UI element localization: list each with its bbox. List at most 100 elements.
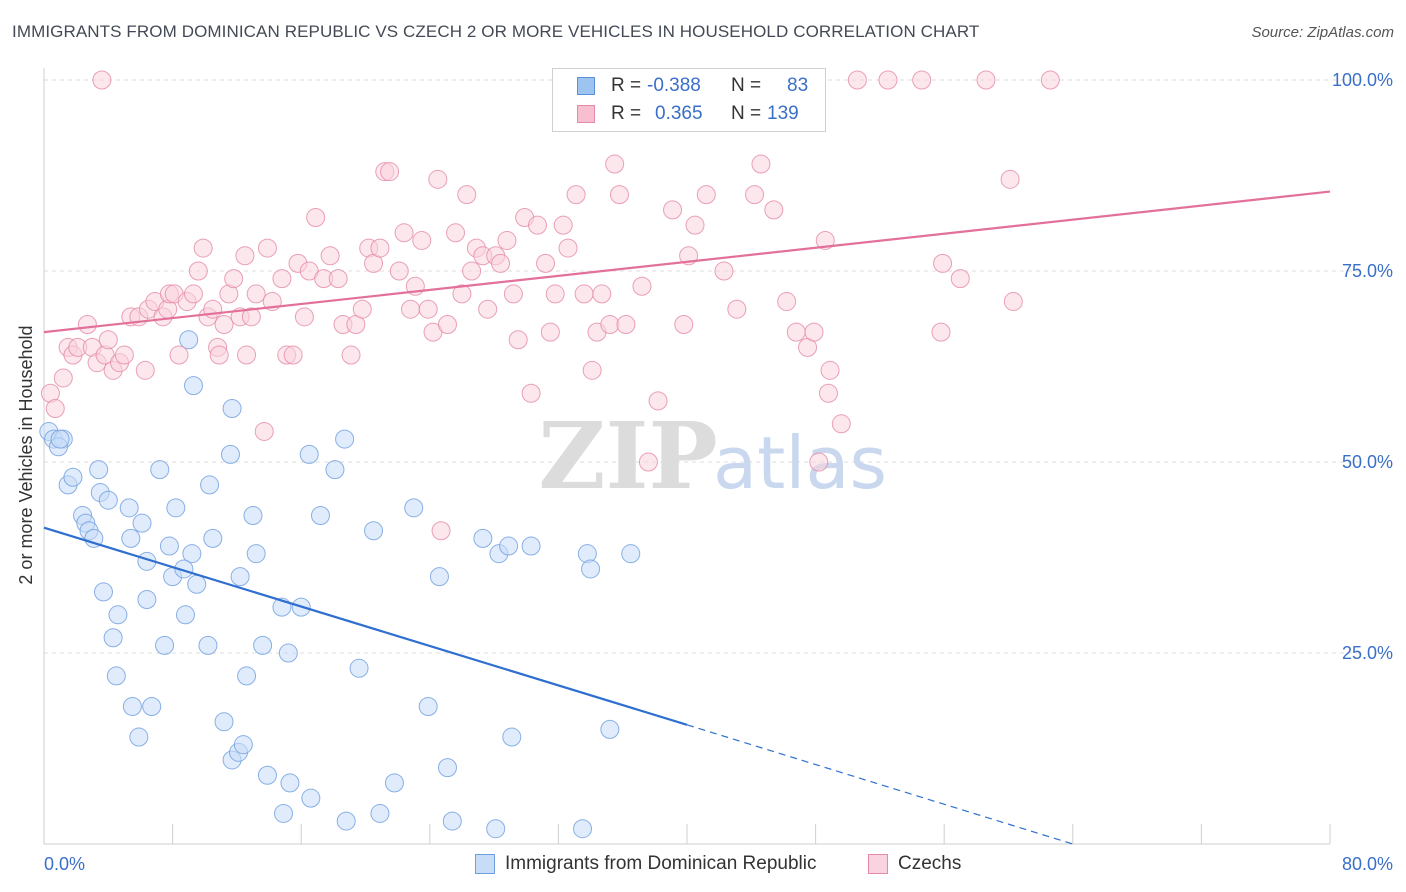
dominican-point: [237, 666, 257, 686]
dominican-point: [150, 460, 170, 480]
dominican-point: [502, 727, 522, 747]
dominican-point: [418, 696, 438, 716]
dominican-point: [187, 574, 207, 594]
czech-point: [933, 253, 953, 273]
czech-point: [193, 238, 213, 258]
dominican-point: [142, 696, 162, 716]
dominican-point: [473, 528, 493, 548]
czech-point: [209, 345, 229, 365]
czech-point: [558, 238, 578, 258]
gridlines: [44, 79, 1360, 654]
czech-point: [135, 360, 155, 380]
czech-point: [497, 230, 517, 250]
dominican-point: [278, 643, 298, 663]
czech-point: [114, 345, 134, 365]
czech-point: [394, 223, 414, 243]
dominican-point: [179, 330, 199, 350]
dominican-point: [600, 719, 620, 739]
czech-point: [77, 314, 97, 334]
czech-point: [306, 208, 326, 228]
czech-point: [53, 368, 73, 388]
axes: [43, 68, 1331, 845]
czech-point: [452, 284, 472, 304]
czech-point: [777, 292, 797, 312]
legend-n-value: 139: [767, 103, 799, 124]
czech-point: [246, 284, 266, 304]
czech-point: [328, 269, 348, 289]
dominican-point: [203, 528, 223, 548]
dominican-point: [137, 590, 157, 610]
czech-point: [685, 215, 705, 235]
dominican-point: [129, 727, 149, 747]
dominican-point: [301, 788, 321, 808]
czech-trend-line: [43, 190, 1331, 334]
czech-point: [352, 299, 372, 319]
legend-r-value: -0.388: [647, 75, 701, 96]
czech-point: [418, 299, 438, 319]
czech-point: [235, 246, 255, 266]
czech-point: [727, 299, 747, 319]
czech-point: [638, 452, 658, 472]
x-tick-label: 0.0%: [44, 854, 85, 874]
czech-point: [188, 261, 208, 281]
czech-point: [931, 322, 951, 342]
dominican-point: [243, 505, 263, 525]
dominican-point: [370, 803, 390, 823]
dominican-point: [335, 429, 355, 449]
czech-point: [203, 299, 223, 319]
dominican-point: [521, 536, 541, 556]
czech-point: [45, 399, 65, 419]
chart-title: IMMIGRANTS FROM DOMINICAN REPUBLIC VS CZ…: [12, 22, 980, 41]
legend-swatch-czechs: [577, 105, 595, 123]
legend-r-label: R =: [611, 75, 642, 96]
czech-point: [380, 162, 400, 182]
dominican-point: [122, 696, 142, 716]
dominican-trend-line: [43, 526, 688, 726]
czech-point: [609, 185, 629, 205]
czech-point: [431, 521, 451, 541]
czech-point: [446, 223, 466, 243]
dominican-point: [310, 505, 330, 525]
czech-point: [663, 200, 683, 220]
czech-point: [574, 284, 594, 304]
czech-point: [1000, 169, 1020, 189]
czech-point: [237, 345, 257, 365]
czech-point: [1003, 292, 1023, 312]
czech-point: [508, 330, 528, 350]
czech-point: [815, 230, 835, 250]
y-tick-label: 25.0%: [1342, 643, 1393, 663]
y-tick-label: 100.0%: [1332, 70, 1393, 90]
watermark-zip: ZIP: [538, 402, 717, 510]
czech-point: [582, 360, 602, 380]
dominican-point: [182, 544, 202, 564]
dominican-point: [98, 490, 118, 510]
dominican-point: [280, 773, 300, 793]
watermark-atlas: atlas: [713, 421, 887, 505]
czech-point: [1040, 70, 1060, 90]
czech-point: [605, 154, 625, 174]
dominican-point: [89, 460, 109, 480]
czech-point: [809, 452, 829, 472]
czech-point: [714, 261, 734, 281]
czech-point: [283, 345, 303, 365]
dominican-point: [166, 498, 186, 518]
dominican-point: [349, 658, 369, 678]
dominican-point: [103, 628, 123, 648]
czech-point: [616, 314, 636, 334]
dominican-point: [581, 559, 601, 579]
bottom-legend-swatch-czechs: [868, 854, 888, 874]
dominican-point: [183, 376, 203, 396]
legend-swatch-dominican: [577, 77, 595, 95]
bottom-legend-swatch-dominican: [475, 854, 495, 874]
source-label: Source: ZipAtlas.com: [1251, 24, 1394, 41]
czech-point: [536, 253, 556, 273]
dominican-point: [155, 635, 175, 655]
czech-point: [169, 345, 189, 365]
dominican-point: [200, 475, 220, 495]
czech-point: [786, 322, 806, 342]
dominican-point: [233, 735, 253, 755]
dominican-point: [253, 635, 273, 655]
czech-point: [370, 238, 390, 258]
czech-point: [341, 345, 361, 365]
